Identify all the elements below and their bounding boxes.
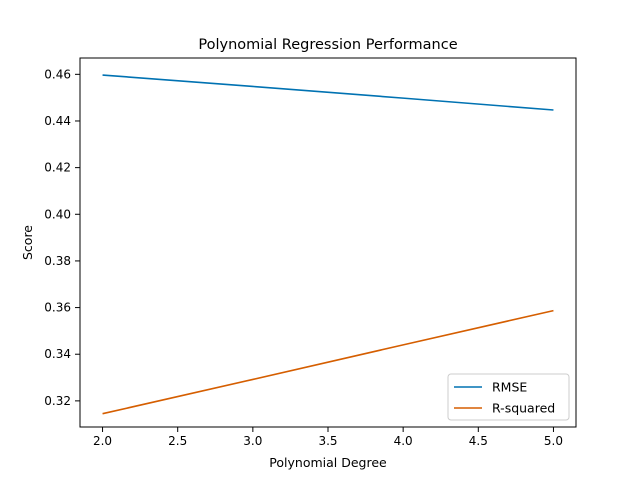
x-tick-label: 4.5 [469, 434, 488, 448]
legend-entry-rmse: RMSE [454, 380, 527, 395]
y-tick-label: 0.44 [44, 114, 71, 128]
y-tick: 0.44 [44, 114, 80, 128]
y-axis-ticks: 0.32 0.34 0.36 0.38 0.40 0.42 0.44 0.46 [44, 67, 80, 408]
x-tick: 4.5 [469, 427, 488, 448]
y-tick: 0.32 [44, 394, 80, 408]
x-tick: 5.0 [544, 427, 563, 448]
legend-label: RMSE [492, 380, 527, 395]
y-tick: 0.46 [44, 67, 80, 81]
x-tick: 3.5 [318, 427, 338, 448]
chart-title: Polynomial Regression Performance [198, 37, 457, 53]
y-tick-label: 0.34 [44, 347, 71, 361]
plot-frame [79, 57, 577, 428]
x-axis-label: Polynomial Degree [269, 455, 387, 470]
x-tick: 2.0 [93, 427, 112, 448]
y-tick: 0.34 [44, 347, 80, 361]
y-tick: 0.36 [44, 301, 80, 315]
y-tick: 0.38 [44, 254, 80, 268]
legend-entry-r-squared: R-squared [454, 401, 555, 416]
x-tick-label: 2.5 [168, 434, 187, 448]
y-tick-label: 0.46 [44, 67, 71, 81]
y-tick-label: 0.32 [44, 394, 71, 408]
x-tick-label: 4.0 [394, 434, 413, 448]
y-tick-label: 0.40 [44, 207, 71, 221]
y-tick: 0.42 [44, 161, 80, 175]
series-line-rmse [102, 74, 554, 111]
legend: RMSE R-squared [447, 373, 570, 421]
y-tick: 0.40 [44, 207, 80, 221]
x-tick-label: 3.5 [318, 434, 337, 448]
series-line-r-squared [102, 309, 554, 415]
x-tick: 2.5 [168, 427, 187, 448]
x-tick: 4.0 [394, 427, 413, 448]
y-tick-label: 0.38 [44, 254, 71, 268]
y-tick-label: 0.42 [44, 161, 71, 175]
x-tick: 3.0 [243, 427, 262, 448]
y-axis-label: Score [20, 225, 35, 260]
series-layer [102, 74, 554, 415]
x-tick-label: 2.0 [93, 434, 112, 448]
x-tick-label: 5.0 [544, 434, 563, 448]
x-tick-label: 3.0 [243, 434, 262, 448]
y-tick-label: 0.36 [44, 301, 71, 315]
legend-label: R-squared [492, 401, 555, 416]
x-axis-ticks: 2.0 2.5 3.0 3.5 4.0 4.5 5.0 [93, 427, 563, 448]
